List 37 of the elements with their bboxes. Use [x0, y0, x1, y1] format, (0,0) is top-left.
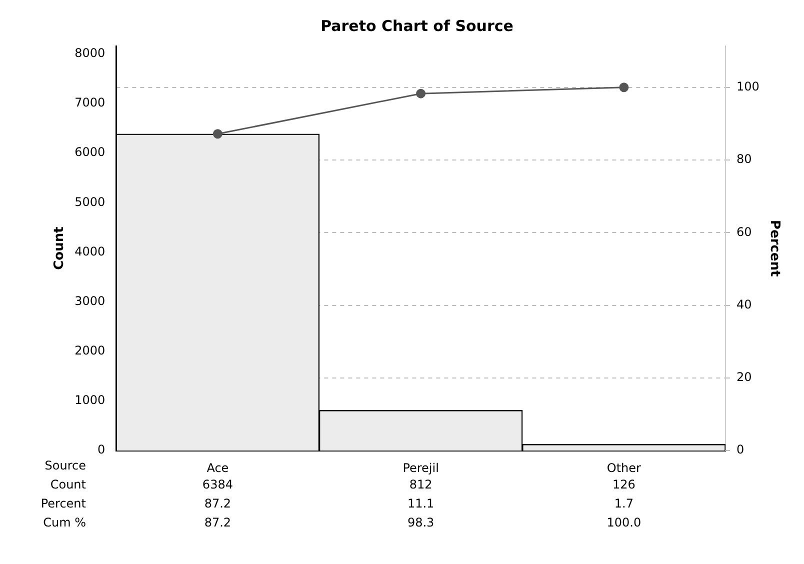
y2-tick-label: 100: [736, 80, 760, 94]
point: [619, 82, 629, 92]
data-label: 126: [612, 478, 636, 492]
text: 11.1: [407, 496, 434, 511]
chart-title: Pareto Chart of Source: [320, 16, 514, 35]
data-label: 100.0: [606, 516, 642, 530]
text: Count: [50, 478, 86, 492]
y-tick-label: 7000: [74, 96, 106, 110]
y-tick-label: 6000: [74, 145, 106, 160]
y2-tick-label: 0: [736, 442, 744, 457]
x-tick-label: Perejil: [402, 460, 439, 475]
y-tick-label: 8000: [74, 46, 106, 60]
y2-tick-label: 20: [736, 370, 752, 384]
x-tick-label: Ace: [206, 460, 229, 475]
text: Cum %: [43, 516, 86, 530]
text: 87.2: [204, 496, 232, 511]
data-label: 98.3: [407, 516, 434, 530]
data-label: 812: [409, 478, 432, 492]
y-tick-label: 3000: [74, 294, 106, 308]
text: Percent: [40, 496, 86, 511]
point: [212, 129, 222, 139]
y2-tick-label: 80: [736, 152, 752, 166]
y-tick-label: 1000: [74, 393, 106, 408]
y-tick-label: 4000: [74, 244, 106, 258]
text: 1.7: [614, 496, 634, 511]
y2-axis-title: Percent: [766, 220, 782, 277]
y-tick-label: 2000: [74, 344, 106, 358]
x-axis-title: Source: [44, 458, 86, 473]
data-label: 6384: [202, 478, 233, 492]
y2-tick-label: 60: [736, 224, 752, 239]
y2-tick-label: 40: [736, 297, 752, 312]
point: [416, 88, 426, 98]
data-label: 87.2: [204, 516, 232, 530]
x-tick-label: Other: [606, 460, 642, 475]
y-axis-title: Count: [52, 226, 68, 270]
y-tick-label: 5000: [74, 194, 106, 209]
y-tick-label: 0: [98, 442, 106, 457]
